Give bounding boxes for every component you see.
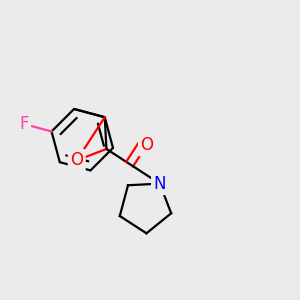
Text: N: N <box>154 175 166 193</box>
Text: F: F <box>19 115 29 133</box>
Text: O: O <box>70 152 83 169</box>
Text: O: O <box>140 136 154 154</box>
